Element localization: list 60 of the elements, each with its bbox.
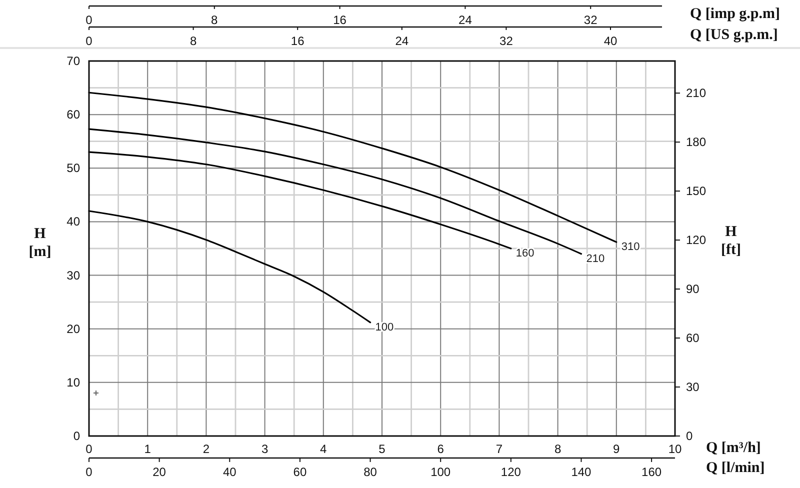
x-tick-label: 8 bbox=[554, 442, 562, 456]
y-tick-label: 70 bbox=[66, 54, 80, 68]
x-tick-label: 0 bbox=[86, 442, 93, 456]
text: 32 bbox=[500, 34, 514, 48]
x-tick-label: 7 bbox=[496, 442, 503, 456]
y2-tick-label: 90 bbox=[686, 282, 700, 296]
y-tick-label: 10 bbox=[66, 375, 80, 390]
x-tick-label: 9 bbox=[613, 442, 620, 456]
text: 0 bbox=[86, 34, 93, 48]
y-tick-label: 60 bbox=[66, 108, 80, 122]
x-tick-label: 5 bbox=[378, 442, 386, 456]
line-series bbox=[88, 210, 372, 324]
x2-tick-label: 40 bbox=[222, 465, 237, 479]
x2-tick-label: 120 bbox=[500, 465, 522, 479]
text: 16 bbox=[333, 13, 347, 27]
x-tick-label: 2 bbox=[202, 442, 210, 456]
x2-tick-label: 100 bbox=[430, 465, 451, 479]
text: 8 bbox=[190, 34, 197, 48]
x2-axis-title: Q [l/min] bbox=[706, 460, 765, 476]
y2-axis-title: H [ft] bbox=[721, 224, 741, 258]
line-series bbox=[88, 92, 618, 243]
series-label: 160 bbox=[516, 248, 534, 260]
y2-tick-label: 120 bbox=[686, 233, 706, 248]
y-tick-label: 20 bbox=[66, 322, 80, 336]
y2-tick-label: 0 bbox=[686, 429, 693, 443]
text: 40 bbox=[604, 34, 618, 48]
x2-tick-label: 140 bbox=[571, 465, 592, 479]
y2-tick-label: 150 bbox=[686, 184, 706, 198]
y-tick-label: 50 bbox=[66, 161, 80, 176]
x-tick-label: 6 bbox=[437, 442, 444, 456]
x2-tick-label: 80 bbox=[364, 465, 378, 479]
y2-tick-label: 30 bbox=[686, 380, 700, 394]
y-tick-label: 0 bbox=[73, 429, 80, 443]
x-axis-title: Q [m³/h] bbox=[706, 440, 761, 456]
x2-tick-label: 160 bbox=[642, 465, 662, 479]
text: 16 bbox=[290, 34, 305, 48]
x2-tick-label: 0 bbox=[86, 465, 93, 479]
text: 24 bbox=[395, 34, 409, 48]
x-tick-label: 3 bbox=[261, 442, 268, 456]
x2-tick-label: 60 bbox=[293, 465, 307, 479]
line-series bbox=[88, 128, 582, 255]
text: 32 bbox=[584, 13, 598, 27]
y-tick-label: 30 bbox=[66, 268, 80, 282]
x-tick-label: 1 bbox=[144, 442, 152, 456]
text: 8 bbox=[211, 13, 218, 27]
series-label: 310 bbox=[621, 241, 640, 254]
x-tick-label: 4 bbox=[320, 442, 328, 456]
line-series bbox=[88, 151, 512, 250]
text: 24 bbox=[458, 13, 472, 27]
y2-tick-label: 60 bbox=[686, 331, 700, 346]
y-tick-label: 40 bbox=[66, 214, 80, 229]
text: Q [imp g.p.m] bbox=[690, 6, 780, 22]
y2-tick-label: 180 bbox=[686, 135, 706, 150]
series-label: 210 bbox=[586, 252, 605, 265]
y-axis-title: H [m] bbox=[28, 226, 52, 260]
x-tick-label: 10 bbox=[668, 442, 682, 456]
x2-tick-label: 20 bbox=[152, 465, 166, 479]
text: 0 bbox=[86, 13, 93, 27]
text: Q [US g.p.m.] bbox=[690, 27, 778, 43]
y2-tick-label: 210 bbox=[686, 86, 706, 100]
